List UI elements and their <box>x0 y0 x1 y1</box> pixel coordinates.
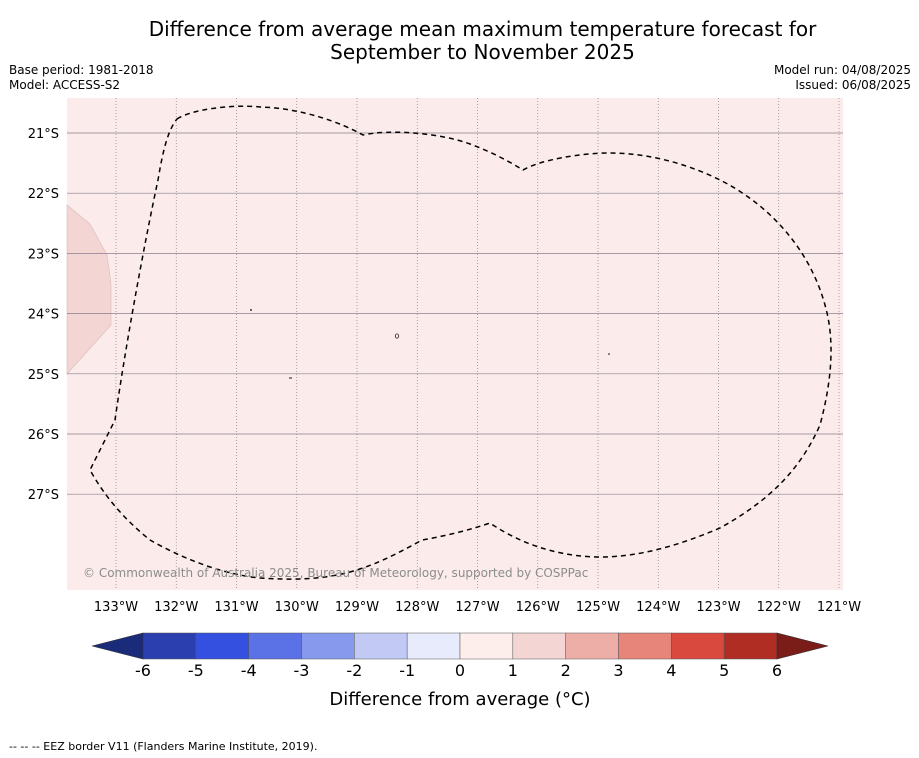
title-line-1: Difference from average mean maximum tem… <box>148 17 817 41</box>
colorbar: -6 -5 -4 -3 -2 -1 0 1 2 3 4 5 6 Difference from aver… <box>91 632 829 710</box>
issued-date: Issued: 06/08/2025 <box>795 78 911 92</box>
longitude-label: 121°W <box>817 600 861 615</box>
longitude-label: 128°W <box>395 600 439 615</box>
colorbar-tick-label: -5 <box>188 661 204 680</box>
colorbar-box <box>195 632 249 660</box>
colorbar-labels: -6 -5 -4 -3 -2 -1 0 1 2 3 4 5 6 <box>135 661 782 680</box>
latitude-label: 26°S <box>28 428 59 443</box>
chart-title: Difference from average mean maximum tem… <box>60 18 905 64</box>
eez-border-line <box>89 105 832 580</box>
latitude-label: 23°S <box>28 247 59 262</box>
latitude-label: 21°S <box>28 127 59 142</box>
eez-footnote: -- -- -- EEZ border V11 (Flanders Marine… <box>9 740 318 753</box>
colorbar-boxes <box>142 632 778 660</box>
colorbar-tick-label: 3 <box>613 661 623 680</box>
colorbar-tick-label: -2 <box>346 661 362 680</box>
longitude-label: 129°W <box>335 600 379 615</box>
colorbar-box <box>301 632 355 660</box>
gridlines <box>67 98 843 590</box>
colorbar-box <box>459 632 514 660</box>
colorbar-high-extend <box>776 632 829 660</box>
colorbar-tick-label: -6 <box>135 661 151 680</box>
longitude-label: 131°W <box>214 600 258 615</box>
map-background <box>67 98 843 590</box>
colorbar-tick-label: 4 <box>666 661 676 680</box>
colorbar-tick-label: -3 <box>294 661 310 680</box>
longitude-labels: 133°W 132°W 131°W 130°W 129°W 128°W 127°W 126°W… <box>94 600 861 615</box>
colorbar-tick-label: 5 <box>719 661 729 680</box>
colorbar-box <box>406 632 461 660</box>
colorbar-low-extend <box>91 632 144 660</box>
colorbar-tick-label: 1 <box>508 661 518 680</box>
longitude-label: 130°W <box>275 600 319 615</box>
island-marker <box>608 353 610 355</box>
model-name: Model: ACCESS-S2 <box>9 78 121 92</box>
latitude-label: 27°S <box>28 488 59 503</box>
longitude-label: 125°W <box>576 600 620 615</box>
title-line-2: September to November 2025 <box>330 40 635 64</box>
colorbar-tick-label: 6 <box>772 661 782 680</box>
colorbar-box <box>248 632 302 660</box>
longitude-label: 126°W <box>516 600 560 615</box>
colorbar-box <box>354 632 408 660</box>
model-run: Model run: 04/08/2025 <box>773 63 911 77</box>
latitude-label: 24°S <box>28 308 59 323</box>
colorbar-title-unit: °C) <box>562 689 591 710</box>
meta-left: Base period: 1981-2018 Model: ACCESS-S2 <box>9 63 154 93</box>
colorbar-tick-label: -4 <box>241 661 257 680</box>
copyright-text: © Commonwealth of Australia 2025, Bureau… <box>83 566 588 580</box>
island-marker <box>250 309 252 311</box>
colorbar-box <box>671 632 725 660</box>
colorbar-box <box>618 632 672 660</box>
colorbar-box <box>723 632 778 660</box>
colorbar-tick-label: 2 <box>561 661 571 680</box>
colorbar-tick-label: 0 <box>455 661 465 680</box>
latitude-label: 25°S <box>28 368 59 383</box>
latitude-labels: 21°S 22°S 23°S 24°S 25°S 26°S 27°S <box>28 127 59 503</box>
meta-right: Model run: 04/08/2025 Issued: 06/08/2025 <box>774 63 911 93</box>
colorbar-box <box>565 632 619 660</box>
island-markers <box>250 309 610 379</box>
longitude-label: 133°W <box>94 600 138 615</box>
colorbar-title-text: Difference from average ( <box>329 689 562 710</box>
longitude-label: 132°W <box>154 600 198 615</box>
longitude-label: 123°W <box>696 600 740 615</box>
colorbar-box <box>512 632 566 660</box>
map-panel: © Commonwealth of Australia 2025, Bureau… <box>66 98 843 590</box>
longitude-label: 127°W <box>455 600 499 615</box>
colorbar-tick-label: -1 <box>399 661 415 680</box>
longitude-label: 124°W <box>636 600 680 615</box>
colorbar-title: Difference from average (°C) <box>329 689 590 710</box>
base-period: Base period: 1981-2018 <box>9 63 154 77</box>
colorbar-box <box>142 632 197 660</box>
latitude-label: 22°S <box>28 187 59 202</box>
island-marker <box>395 333 399 339</box>
longitude-label: 122°W <box>757 600 801 615</box>
